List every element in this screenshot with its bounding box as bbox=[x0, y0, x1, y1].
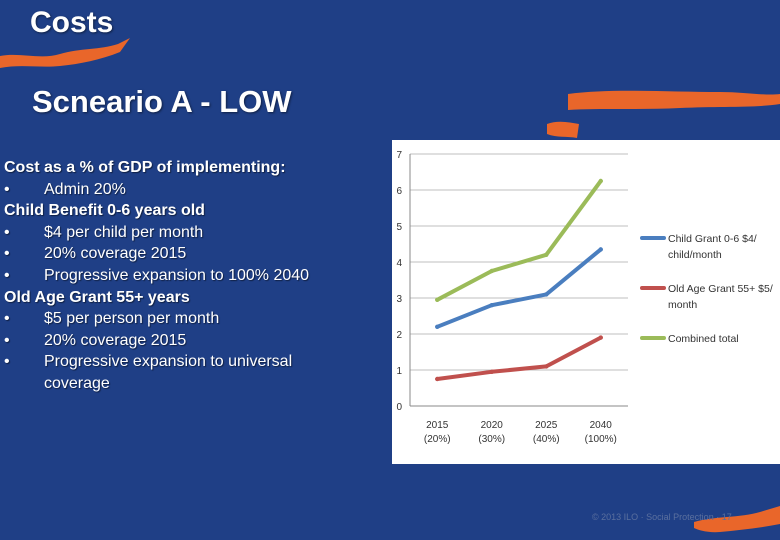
series-point-1 bbox=[435, 376, 440, 382]
bullet-marker: • bbox=[4, 353, 10, 371]
slide-title: Costs bbox=[30, 6, 114, 39]
y-tick-label: 0 bbox=[396, 402, 402, 413]
body-heading: Old Age Grant 55+ years bbox=[4, 288, 190, 306]
x-tick-label-year: 2020 bbox=[481, 420, 504, 431]
series-line-2 bbox=[435, 179, 603, 302]
body-heading: Cost as a % of GDP of implementing: bbox=[4, 159, 286, 176]
bullet-marker: • bbox=[4, 331, 10, 349]
series-point-0 bbox=[489, 303, 494, 308]
y-tick-label: 2 bbox=[396, 330, 402, 341]
y-tick-label: 7 bbox=[396, 150, 402, 161]
brush-stroke-middle-right bbox=[547, 121, 579, 138]
slide-body: Cost as a % of GDP of implementing: • Adm… bbox=[4, 157, 374, 395]
x-tick-label-year: 2040 bbox=[590, 420, 613, 431]
slide-subtitle: Scneario A - LOW bbox=[32, 84, 292, 119]
bullet-text: Admin 20% bbox=[44, 180, 126, 198]
bullet-text: $5 per person per month bbox=[44, 310, 220, 328]
x-tick-label-coverage: (30%) bbox=[478, 434, 505, 445]
body-bullet: • Progressive expansion to universal cove… bbox=[4, 351, 344, 394]
bullet-marker: • bbox=[4, 223, 10, 241]
body-heading: Child Benefit 0-6 years old bbox=[4, 202, 205, 220]
series-point-2 bbox=[489, 268, 494, 274]
legend-label-2: Combined total bbox=[668, 333, 739, 345]
x-tick-label-year: 2025 bbox=[535, 420, 558, 431]
bullet-text: 20% coverage 2015 bbox=[44, 331, 187, 349]
series-point-2 bbox=[598, 178, 603, 184]
bullet-text: $4 per child per month bbox=[44, 223, 204, 241]
series-point-0 bbox=[544, 292, 549, 297]
y-tick-label: 3 bbox=[396, 294, 402, 305]
y-tick-label: 1 bbox=[396, 366, 402, 377]
brush-stroke-bottom-right bbox=[694, 506, 780, 533]
series-point-1 bbox=[489, 369, 494, 374]
series-line-1 bbox=[435, 335, 603, 381]
body-bullet: • $4 per child per month bbox=[4, 222, 374, 244]
body-bullet: • 20% coverage 2015 bbox=[4, 330, 374, 352]
legend-label-1: month bbox=[668, 299, 697, 311]
bullet-marker: • bbox=[4, 180, 10, 198]
y-tick-label: 6 bbox=[396, 186, 402, 197]
body-bullet: • Admin 20% bbox=[4, 179, 374, 201]
brush-stroke-top-right bbox=[568, 90, 780, 110]
y-tick-label: 5 bbox=[396, 222, 402, 233]
bullet-marker: • bbox=[4, 245, 10, 263]
x-tick-label-coverage: (20%) bbox=[424, 434, 451, 445]
x-tick-label-coverage: (40%) bbox=[533, 434, 560, 445]
series-point-2 bbox=[435, 297, 440, 302]
chart-panel: 0 1 2 3 4 5 6 7 2015 (20%) 2020 (30%) 2025 (40%) 2040 (… bbox=[392, 140, 780, 464]
legend-label-0: child/month bbox=[668, 249, 722, 261]
bullet-text: Progressive expansion to universal cover… bbox=[44, 353, 293, 392]
bullet-marker: • bbox=[4, 266, 10, 284]
body-bullet: • Progressive expansion to 100% 2040 bbox=[4, 265, 374, 287]
brush-stroke-top-left bbox=[0, 38, 130, 68]
x-tick-label-coverage: (100%) bbox=[585, 434, 617, 445]
series-point-1 bbox=[544, 364, 549, 369]
series-point-0 bbox=[435, 324, 440, 329]
body-bullet: • 20% coverage 2015 bbox=[4, 243, 374, 265]
bullet-text: 20% coverage 2015 bbox=[44, 245, 187, 263]
bullet-marker: • bbox=[4, 310, 10, 328]
series-point-2 bbox=[544, 252, 549, 257]
legend-label-0: Child Grant 0-6 $4/ bbox=[668, 233, 757, 245]
footer-note: © 2013 ILO · Social Protection · 17 bbox=[592, 512, 732, 522]
cost-line-chart: 0 1 2 3 4 5 6 7 2015 (20%) 2020 (30%) 2025 (40%) 2040 (… bbox=[396, 150, 773, 445]
legend-label-1: Old Age Grant 55+ $5/ bbox=[668, 283, 773, 295]
y-tick-label: 4 bbox=[396, 258, 402, 269]
series-line-0 bbox=[435, 247, 603, 329]
series-point-1 bbox=[598, 335, 603, 340]
x-tick-label-year: 2015 bbox=[426, 420, 449, 431]
series-point-0 bbox=[598, 247, 603, 252]
bullet-text: Progressive expansion to 100% 2040 bbox=[44, 266, 310, 284]
body-bullet: • $5 per person per month bbox=[4, 308, 374, 330]
